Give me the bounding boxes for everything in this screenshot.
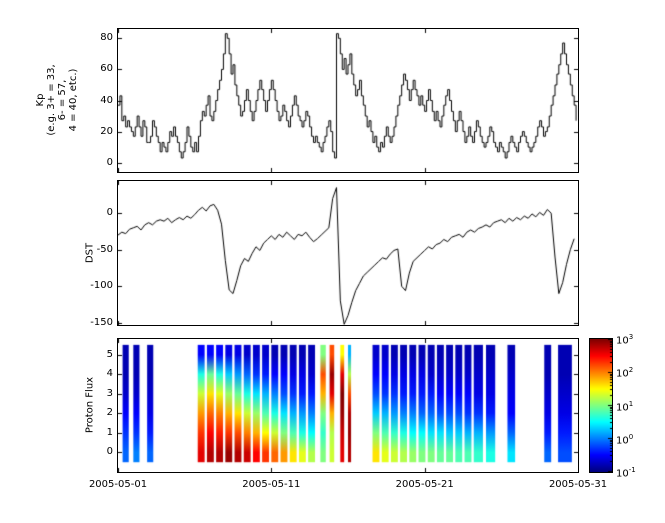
x-tick-label: 2005-05-21 bbox=[395, 479, 454, 490]
proton-flux-spectrogram bbox=[117, 338, 579, 473]
flux-ytick-label: 3 bbox=[106, 387, 113, 399]
kp-ytick-label: 80 bbox=[100, 32, 113, 44]
colorbar-tick-label: 10-1 bbox=[616, 466, 636, 480]
kp-axis-label-line3: 6- = 57, bbox=[57, 79, 68, 121]
kp-line-chart bbox=[117, 28, 579, 173]
flux-ytick-label: 4 bbox=[106, 368, 113, 380]
flux-ytick-label: 1 bbox=[106, 426, 113, 438]
x-tick-label: 2005-05-31 bbox=[548, 479, 608, 490]
proton-flux-axis-label: Proton Flux bbox=[84, 376, 96, 434]
flux-ytick-label: 0 bbox=[106, 446, 113, 458]
dst-line-chart bbox=[117, 180, 579, 326]
kp-ytick-label: 40 bbox=[100, 94, 113, 106]
flux-ytick-label: 5 bbox=[106, 348, 113, 360]
dst-ytick-label: 0 bbox=[106, 207, 113, 219]
kp-ytick-label: 0 bbox=[106, 156, 113, 168]
dst-ytick-label: -100 bbox=[90, 280, 113, 292]
colorbar-tick-label: 103 bbox=[616, 333, 634, 347]
x-tick-label: 2005-05-01 bbox=[88, 479, 148, 490]
kp-axis-label-line1: Kp bbox=[35, 93, 46, 107]
x-tick-label: 2005-05-11 bbox=[242, 479, 301, 490]
colorbar-tick-label: 102 bbox=[616, 366, 634, 380]
colorbar bbox=[589, 338, 613, 473]
dst-ytick-label: -50 bbox=[96, 243, 113, 255]
colorbar-tick-label: 101 bbox=[616, 399, 634, 413]
flux-ytick-label: 2 bbox=[106, 407, 113, 419]
dst-ytick-label: -150 bbox=[90, 316, 113, 328]
kp-ytick-label: 20 bbox=[100, 125, 113, 137]
colorbar-tick-label: 100 bbox=[616, 432, 634, 447]
kp-ytick-label: 60 bbox=[100, 63, 113, 75]
kp-axis-label-line2: (e.g. 3+ = 33, bbox=[46, 64, 57, 136]
